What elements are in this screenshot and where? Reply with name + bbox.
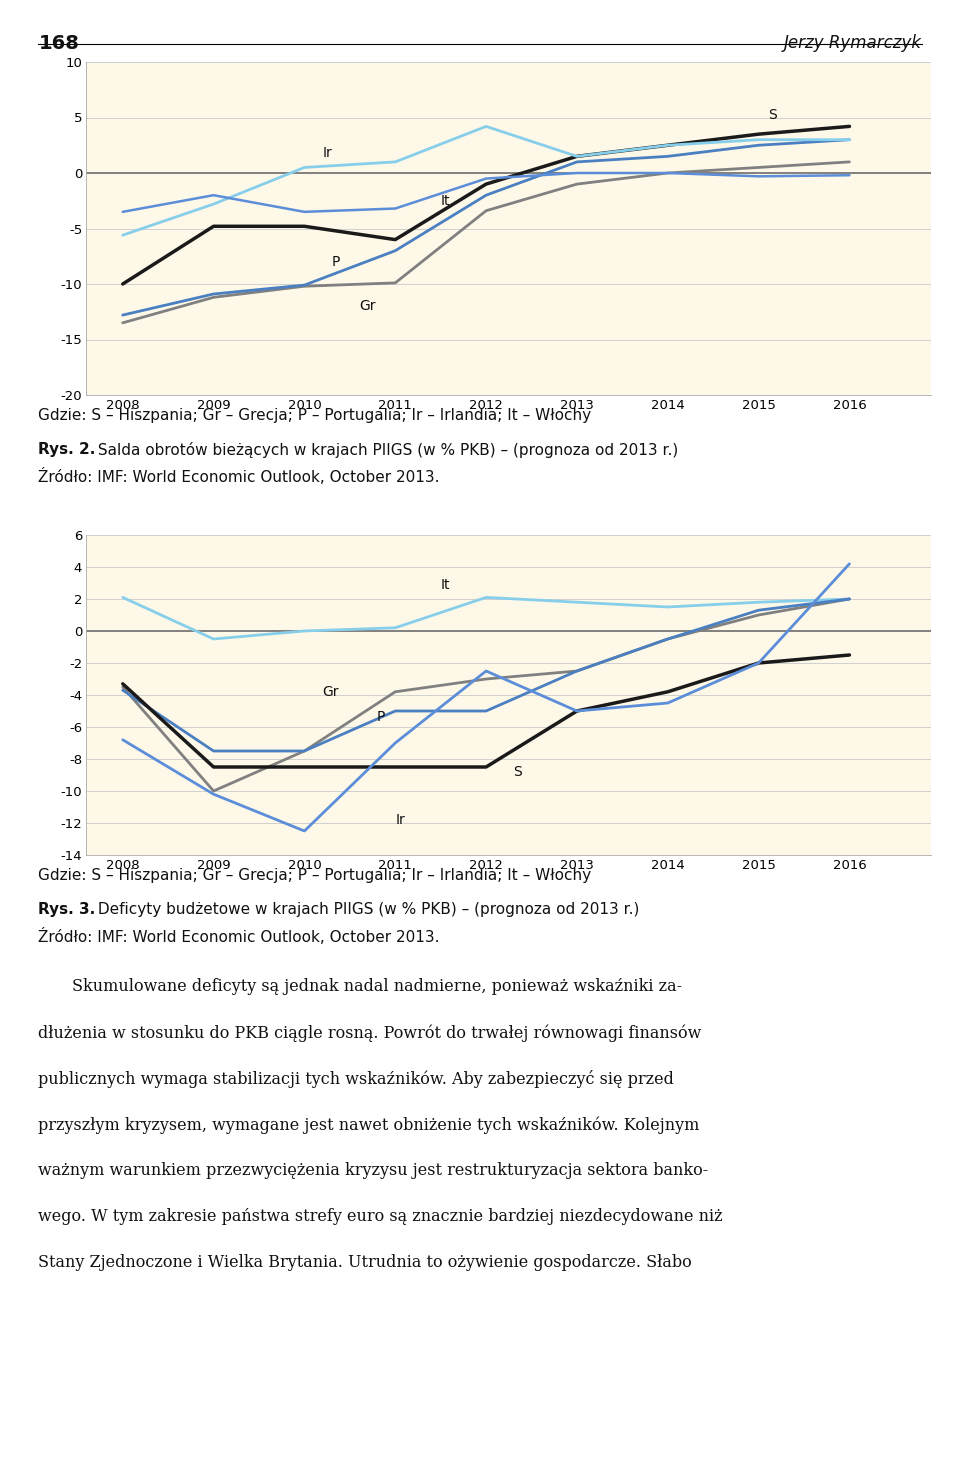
Text: Rys. 3.: Rys. 3. [38,903,96,917]
Text: Ir: Ir [323,147,332,160]
Text: Stany Zjednoczone i Wielka Brytania. Utrudnia to ożywienie gospodarcze. Słabo: Stany Zjednoczone i Wielka Brytania. Utr… [38,1254,692,1272]
Text: ważnym warunkiem przezwyciężenia kryzysu jest restrukturyzacja sektora banko-: ważnym warunkiem przezwyciężenia kryzysu… [38,1162,708,1180]
Text: Gr: Gr [359,299,375,313]
Text: wego. W tym zakresie państwa strefy euro są znacznie bardziej niezdecydowane niż: wego. W tym zakresie państwa strefy euro… [38,1208,723,1226]
Text: P: P [331,255,340,268]
Text: It: It [441,578,450,591]
Text: P: P [377,710,386,725]
Text: 168: 168 [38,34,80,53]
Text: S: S [768,108,777,123]
Text: Gdzie: S – Hiszpania; Gr – Grecja; P – Portugalia; Ir – Irlandia; It – Włochy: Gdzie: S – Hiszpania; Gr – Grecja; P – P… [38,868,591,883]
Text: Rys. 2.: Rys. 2. [38,442,96,456]
Text: Salda obrotów bieżących w krajach PIIGS (w % PKB) – (prognoza od 2013 r.): Salda obrotów bieżących w krajach PIIGS … [93,442,679,458]
Text: Ir: Ir [396,812,405,827]
Text: przyszłym kryzysem, wymagane jest nawet obniżenie tych wskaźników. Kolejnym: przyszłym kryzysem, wymagane jest nawet … [38,1116,700,1134]
Text: Gdzie: S – Hiszpania; Gr – Grecja; P – Portugalia; Ir – Irlandia; It – Włochy: Gdzie: S – Hiszpania; Gr – Grecja; P – P… [38,408,591,422]
Text: Deficyty budżetowe w krajach PIIGS (w % PKB) – (prognoza od 2013 r.): Deficyty budżetowe w krajach PIIGS (w % … [93,903,639,917]
Text: publicznych wymaga stabilizacji tych wskaźników. Aby zabezpieczyć się przed: publicznych wymaga stabilizacji tych wsk… [38,1070,674,1088]
Text: S: S [514,765,522,780]
Text: dłużenia w stosunku do PKB ciągle rosną. Powrót do trwałej równowagi finansów: dłużenia w stosunku do PKB ciągle rosną.… [38,1024,702,1042]
Text: Skumulowane deficyty są jednak nadal nadmierne, ponieważ wskaźniki za-: Skumulowane deficyty są jednak nadal nad… [72,978,683,994]
Text: Źródło: IMF: World Economic Outlook, October 2013.: Źródło: IMF: World Economic Outlook, Oct… [38,468,440,485]
Text: Źródło: IMF: World Economic Outlook, October 2013.: Źródło: IMF: World Economic Outlook, Oct… [38,928,440,946]
Text: It: It [441,194,450,207]
Text: Jerzy Rymarczyk: Jerzy Rymarczyk [783,34,922,52]
Text: Gr: Gr [323,685,339,700]
